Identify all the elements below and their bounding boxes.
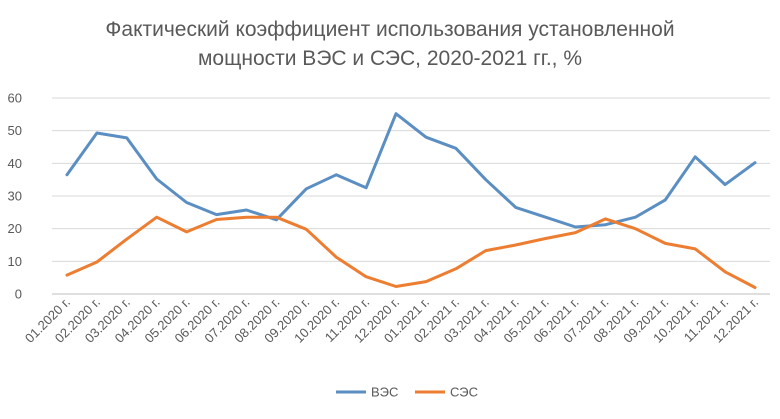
y-tick-label: 60 (8, 91, 22, 106)
legend-label: ВЭС (371, 385, 398, 400)
legend: ВЭС СЭС (336, 385, 478, 400)
series-lines (65, 112, 757, 289)
y-tick-label: 30 (8, 189, 22, 204)
y-tick-label: 50 (8, 123, 22, 138)
series-line-ses (65, 215, 757, 289)
y-axis-ticks: 0 10 20 30 40 50 60 (8, 91, 22, 302)
x-axis-ticks: 01.2020 г.02.2020 г.03.2020 г.04.2020 г.… (22, 295, 761, 346)
chart-title-line-1: Фактический коэффициент использования ус… (105, 18, 675, 41)
legend-label: СЭС (450, 385, 478, 400)
series-line-ves (65, 112, 757, 229)
y-tick-label: 20 (8, 221, 22, 236)
chart-title-line-2: мощности ВЭС и СЭС, 2020-2021 гг., % (197, 47, 583, 70)
grid-lines (52, 97, 770, 295)
y-tick-label: 10 (8, 254, 22, 269)
y-tick-label: 40 (8, 156, 22, 171)
y-tick-label: 0 (15, 287, 22, 302)
